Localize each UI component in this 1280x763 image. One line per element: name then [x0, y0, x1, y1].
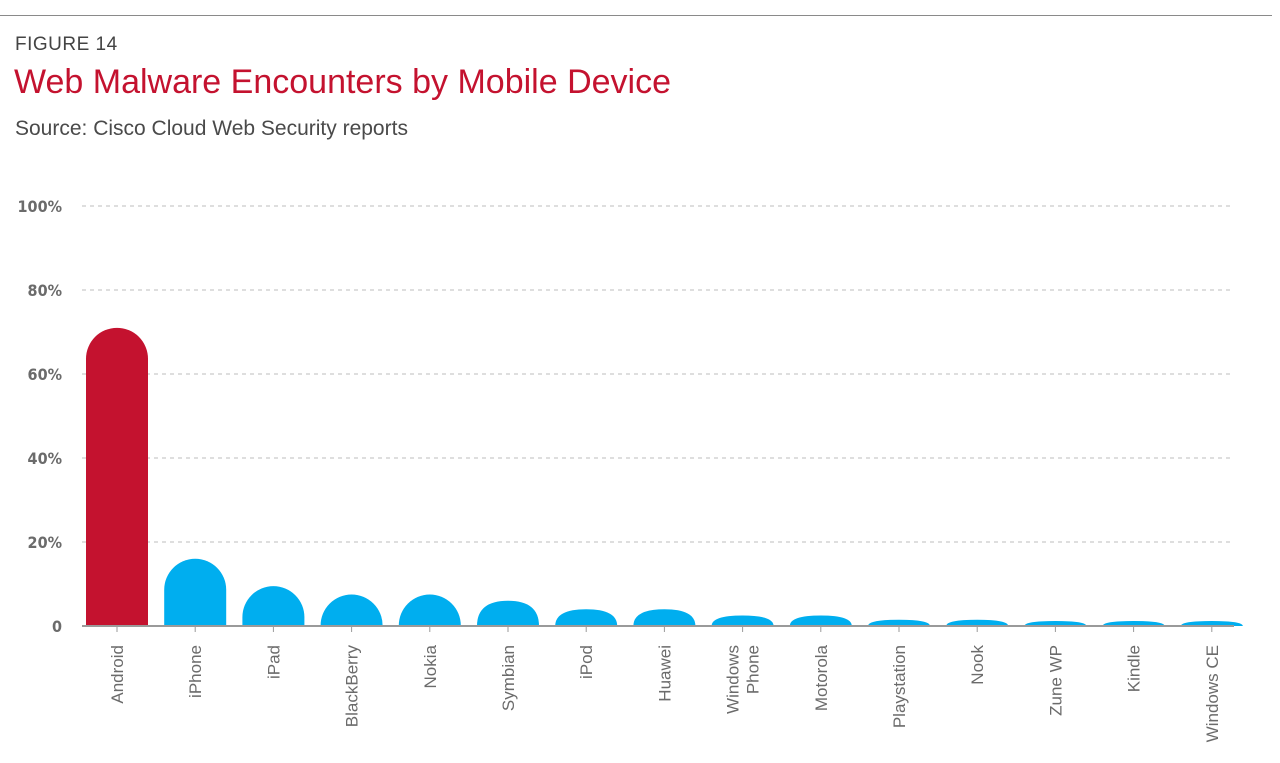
bar-symbian	[477, 600, 539, 626]
x-category-label: Phone	[744, 645, 763, 694]
bar-playstation	[868, 619, 930, 626]
y-tick-label: 0	[52, 617, 62, 636]
y-tick-label: 80%	[28, 281, 62, 300]
x-category-label: iPod	[577, 645, 596, 679]
y-tick-label: 20%	[28, 533, 62, 552]
x-category-label: Windows	[724, 645, 743, 714]
gridlines	[82, 205, 1234, 543]
bar-blackberry	[320, 594, 383, 626]
x-category-label: BlackBerry	[343, 645, 362, 728]
x-category-label: Huawei	[655, 645, 674, 702]
bar-windows-ce	[1180, 620, 1243, 626]
bar-nokia	[398, 594, 461, 626]
bar-windows-phone	[711, 615, 774, 626]
x-category-label: Symbian	[499, 645, 518, 711]
x-axis	[82, 625, 1234, 632]
bar-zune-wp	[1024, 620, 1087, 626]
x-category-label: Windows CE	[1203, 645, 1222, 742]
figure-label: FIGURE 14	[15, 34, 118, 55]
x-category-label: Android	[108, 645, 127, 704]
y-tick-label: 100%	[18, 197, 62, 216]
x-category-label: Motorola	[812, 644, 831, 711]
y-axis-tick-labels: 0 20% 40% 60% 80% 100%	[18, 197, 62, 636]
bar-ipad	[242, 586, 305, 626]
x-category-label: Nook	[968, 645, 987, 685]
bar-kindle	[1102, 620, 1165, 626]
bar-android	[86, 327, 148, 626]
bar-ipod	[555, 609, 618, 626]
top-rule	[0, 15, 1272, 16]
bar-motorola	[789, 615, 852, 626]
x-category-label: Kindle	[1125, 645, 1144, 692]
x-category-label: iPhone	[186, 645, 205, 698]
x-axis-category-labels: Android iPhone iPad BlackBerry Nokia Symbian i…	[108, 644, 1222, 742]
bars	[86, 327, 1243, 626]
y-tick-label: 60%	[28, 365, 62, 384]
bar-huawei	[633, 609, 696, 626]
x-category-label: Nokia	[421, 644, 440, 688]
x-category-label: Zune WP	[1046, 645, 1065, 716]
bar-iphone	[164, 558, 227, 626]
chart-title: Web Malware Encounters by Mobile Device	[14, 63, 671, 101]
x-category-label: iPad	[264, 645, 283, 679]
chart-subtitle: Source: Cisco Cloud Web Security reports	[15, 117, 408, 140]
y-tick-label: 40%	[28, 449, 62, 468]
bar-nook	[946, 619, 1009, 626]
x-category-label: Playstation	[890, 645, 909, 728]
